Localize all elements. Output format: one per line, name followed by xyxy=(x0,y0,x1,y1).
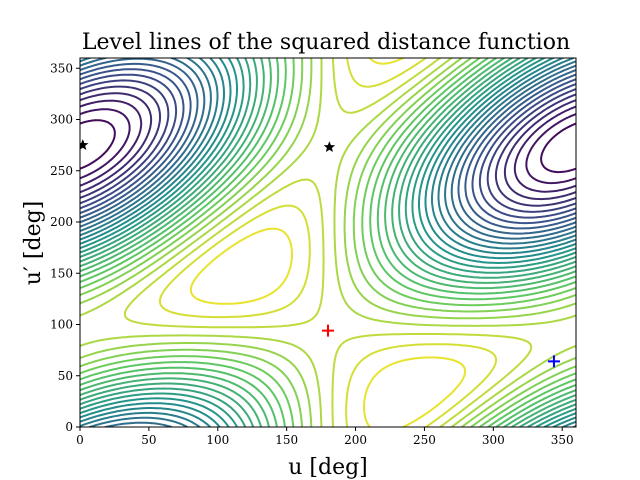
contour-level xyxy=(80,99,576,193)
contour-lines xyxy=(80,58,576,427)
y-tick-label: 100 xyxy=(50,318,73,332)
contour-level xyxy=(80,79,576,213)
chart-title: Level lines of the squared distance func… xyxy=(82,30,570,55)
contour-level xyxy=(80,73,576,219)
x-tick-label: 300 xyxy=(482,433,505,447)
contour-level xyxy=(80,58,576,427)
y-tick-label: 250 xyxy=(50,164,73,178)
contour-level xyxy=(123,58,533,427)
y-tick-label: 350 xyxy=(50,61,73,75)
contour-level xyxy=(80,58,576,427)
x-tick-label: 350 xyxy=(551,433,574,447)
x-tick-label: 150 xyxy=(275,433,298,447)
y-tick-label: 50 xyxy=(58,369,73,383)
contour-level xyxy=(80,58,576,235)
contour-level xyxy=(80,58,576,427)
contour-level xyxy=(80,58,576,427)
y-axis-ticks: 0 50 100 150 200 250 300 350 xyxy=(50,61,80,434)
plot-area xyxy=(80,58,576,427)
contour-level xyxy=(80,58,576,427)
star-marker xyxy=(80,139,89,150)
x-tick-label: 100 xyxy=(206,433,229,447)
plus-marker xyxy=(322,324,334,337)
contour-level xyxy=(80,58,576,427)
marker-layer xyxy=(80,139,560,368)
contour-level xyxy=(189,58,467,427)
x-tick-label: 50 xyxy=(141,433,156,447)
contour-level xyxy=(80,58,576,427)
star-marker xyxy=(323,141,336,152)
plot-frame xyxy=(79,57,577,428)
x-axis-ticks: 0 50 100 150 200 250 300 350 xyxy=(76,427,574,447)
contour-level xyxy=(80,68,576,225)
contour-level xyxy=(80,58,576,427)
contour-level xyxy=(80,58,576,427)
y-tick-label: 150 xyxy=(50,266,73,280)
contour-level xyxy=(80,119,576,174)
x-tick-label: 250 xyxy=(413,433,436,447)
contour-level xyxy=(158,58,498,427)
contour-level xyxy=(80,58,576,427)
contour-level xyxy=(80,85,576,207)
x-axis-label: u [deg] xyxy=(288,455,368,480)
y-tick-label: 0 xyxy=(65,420,73,434)
plus-marker xyxy=(547,355,560,368)
y-tick-label: 200 xyxy=(50,215,73,229)
y-tick-label: 300 xyxy=(50,113,73,127)
y-axis-label: u′ [deg] xyxy=(21,201,46,286)
contour-level xyxy=(80,62,576,230)
x-tick-label: 200 xyxy=(344,433,367,447)
contour-level xyxy=(80,58,576,427)
x-tick-label: 0 xyxy=(76,433,84,447)
contour-level xyxy=(80,58,576,427)
